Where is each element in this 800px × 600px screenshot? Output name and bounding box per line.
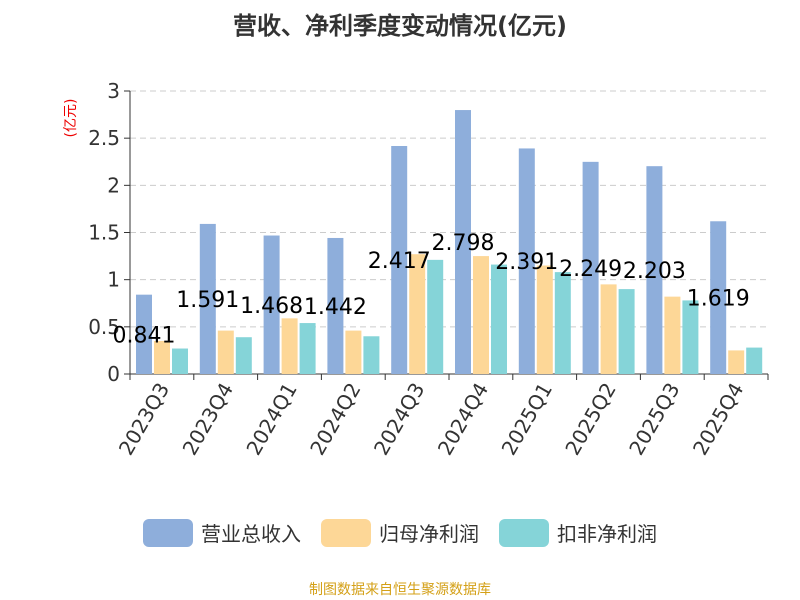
y-tick-label: 3 — [107, 79, 120, 103]
bar — [582, 161, 599, 374]
x-tick-label: 2024Q2 — [305, 379, 365, 460]
bar — [646, 166, 663, 374]
data-label: 1.591 — [176, 288, 239, 313]
y-axis-label: (亿元) — [63, 99, 79, 138]
bar — [746, 347, 763, 374]
bar — [600, 284, 617, 374]
x-tick-label: 2023Q3 — [114, 379, 174, 460]
data-label: 1.442 — [304, 295, 367, 320]
bar — [536, 265, 553, 374]
data-label: 2.391 — [495, 250, 558, 275]
x-tick-label: 2025Q1 — [497, 379, 557, 460]
legend-item-revenue[interactable]: 营业总收入 — [143, 518, 301, 547]
legend-item-deducted-profit[interactable]: 扣非净利润 — [499, 518, 657, 547]
data-label: 2.249 — [559, 257, 622, 282]
y-tick-label: 0.5 — [88, 315, 120, 339]
bar — [728, 350, 745, 374]
legend-label: 扣非净利润 — [557, 522, 657, 546]
x-tick-label: 2025Q3 — [624, 379, 684, 460]
bar — [345, 330, 362, 374]
bar — [136, 294, 152, 374]
y-tick-label: 2.5 — [88, 126, 120, 150]
data-label: 2.798 — [432, 231, 495, 256]
source-footer: 制图数据来自恒生聚源数据库 — [309, 582, 491, 598]
bar — [409, 254, 426, 374]
bar — [427, 259, 444, 374]
legend-item-net-profit[interactable]: 归母净利润 — [321, 518, 479, 547]
data-label: 2.203 — [623, 259, 686, 284]
bar — [710, 221, 727, 374]
bar — [299, 323, 316, 374]
bar — [518, 148, 535, 374]
bar — [363, 336, 380, 374]
x-tick-label: 2023Q4 — [178, 379, 238, 460]
bar — [618, 289, 635, 374]
bar — [554, 272, 571, 374]
legend-swatch — [321, 518, 371, 547]
legend-swatch — [143, 518, 193, 547]
bar — [682, 300, 699, 374]
bar — [664, 296, 681, 374]
y-tick-label: 2 — [107, 173, 120, 197]
bar — [172, 348, 188, 374]
data-label: 1.619 — [687, 287, 750, 312]
y-tick-label: 1.5 — [88, 221, 120, 245]
x-tick-label: 2025Q2 — [560, 379, 620, 460]
bar — [281, 318, 298, 374]
bar — [263, 235, 280, 374]
bar — [199, 223, 216, 374]
data-label: 2.417 — [368, 249, 431, 274]
legend-label: 归母净利润 — [379, 522, 479, 546]
x-tick-label: 2024Q1 — [241, 379, 301, 460]
bar — [455, 110, 471, 375]
y-tick-label: 1 — [107, 268, 120, 292]
bar — [327, 237, 344, 374]
chart-title: 营收、净利季度变动情况(亿元) — [233, 12, 567, 40]
x-tick-label: 2024Q3 — [369, 379, 429, 460]
y-tick-label: 0 — [107, 362, 120, 386]
legend: 营业总收入 归母净利润 扣非净利润 — [0, 518, 800, 547]
bar — [491, 264, 507, 374]
data-label: 1.468 — [240, 294, 303, 319]
bar — [154, 340, 170, 374]
x-tick-label: 2025Q4 — [688, 379, 748, 460]
legend-swatch — [499, 518, 549, 547]
bar — [473, 256, 489, 374]
bar — [217, 330, 234, 374]
data-label: 0.841 — [113, 323, 176, 348]
legend-label: 营业总收入 — [201, 522, 301, 546]
bar — [391, 145, 408, 374]
x-tick-label: 2024Q4 — [433, 379, 493, 460]
bar — [235, 337, 252, 374]
